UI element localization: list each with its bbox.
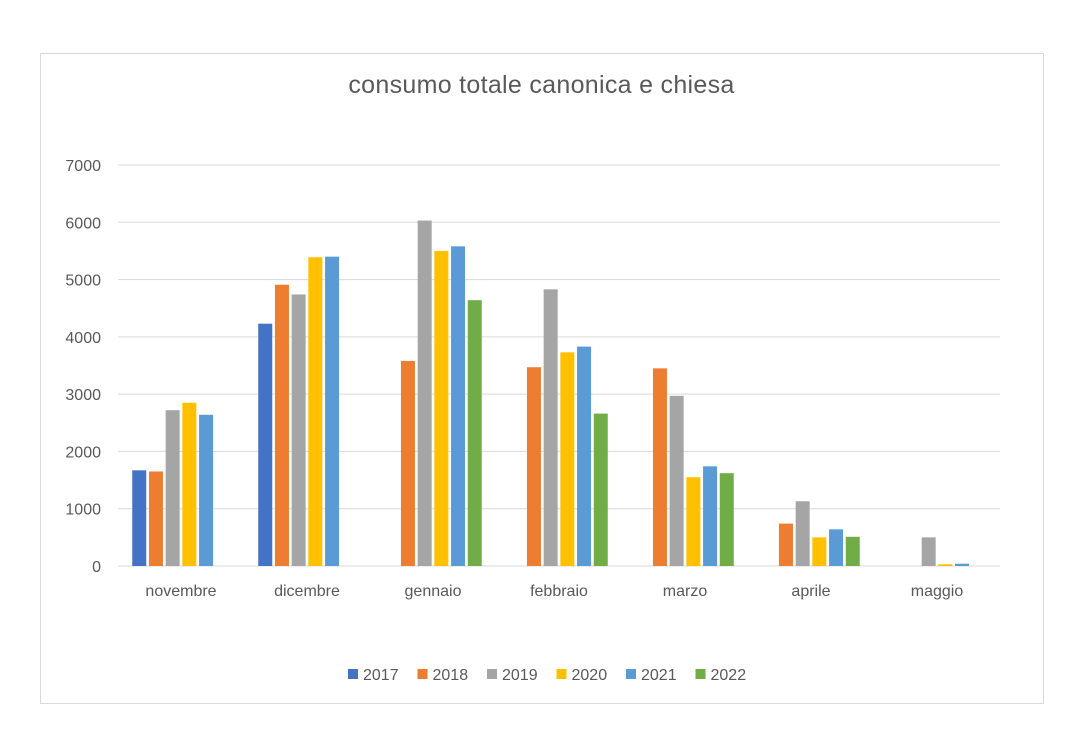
bar-2022-gennaio — [467, 300, 482, 566]
bar-2020-novembre — [182, 402, 197, 566]
bar-2021-marzo — [703, 466, 718, 566]
bar-2021-febbraio — [577, 346, 592, 566]
bar-2022-marzo — [719, 473, 734, 566]
bar-2022-aprile — [845, 536, 860, 566]
bar-2020-marzo — [686, 477, 701, 566]
legend-swatch-2017 — [348, 669, 358, 679]
y-tick-label: 6000 — [65, 215, 101, 232]
x-category-label: gennaio — [405, 583, 462, 600]
y-tick-label: 3000 — [65, 387, 101, 404]
legend-swatch-2019 — [487, 669, 497, 679]
legend-label: 2019 — [502, 667, 538, 684]
x-category-label: dicembre — [274, 583, 340, 600]
x-category-label: maggio — [911, 583, 964, 600]
x-category-label: marzo — [663, 583, 708, 600]
legend-label: 2020 — [572, 667, 608, 684]
bar-2021-novembre — [199, 414, 214, 566]
bar-2020-febbraio — [560, 352, 575, 566]
bar-2021-aprile — [829, 529, 844, 566]
bar-2019-gennaio — [417, 220, 432, 566]
bar-2017-dicembre — [258, 323, 273, 566]
y-tick-label: 0 — [92, 559, 101, 576]
y-tick-label: 7000 — [65, 158, 101, 175]
bar-2017-novembre — [132, 470, 147, 566]
legend-swatch-2018 — [417, 669, 428, 679]
y-tick-label: 5000 — [65, 273, 101, 290]
chart-frame — [40, 53, 1044, 704]
bar-2019-febbraio — [543, 289, 558, 566]
legend-swatch-2020 — [556, 669, 567, 679]
x-category-label: aprile — [791, 583, 830, 600]
legend-label: 2018 — [433, 667, 469, 684]
legend-swatch-2022 — [695, 669, 706, 679]
bar-2022-febbraio — [593, 413, 608, 566]
bar-2018-dicembre — [274, 284, 289, 566]
legend-label: 2017 — [363, 667, 399, 684]
y-tick-label: 2000 — [65, 444, 101, 461]
bar-2018-novembre — [148, 471, 163, 566]
y-tick-label: 1000 — [65, 502, 101, 519]
bar-2021-maggio — [955, 563, 970, 566]
legend-swatch-2021 — [626, 669, 636, 679]
bar-2019-maggio — [921, 537, 936, 566]
bar-2020-maggio — [938, 564, 953, 566]
bar-2019-dicembre — [291, 294, 306, 566]
legend-label: 2021 — [641, 667, 677, 684]
bar-2019-aprile — [795, 501, 810, 566]
bar-2018-aprile — [778, 523, 793, 566]
bar-2021-dicembre — [325, 256, 340, 566]
bar-2021-gennaio — [451, 246, 466, 567]
x-category-label: novembre — [145, 583, 216, 600]
x-category-label: febbraio — [530, 583, 588, 600]
bar-2020-dicembre — [308, 257, 323, 566]
chart-title: consumo totale canonica e chiesa — [348, 71, 735, 99]
bar-2018-marzo — [652, 368, 667, 566]
bar-2020-aprile — [812, 537, 827, 566]
y-tick-label: 4000 — [65, 330, 101, 347]
bar-2018-gennaio — [400, 360, 415, 566]
bar-2019-novembre — [165, 410, 180, 566]
bar-2020-gennaio — [434, 250, 449, 566]
legend-label: 2022 — [711, 667, 747, 684]
bar-2018-febbraio — [526, 367, 541, 566]
bar-2019-marzo — [669, 395, 684, 566]
